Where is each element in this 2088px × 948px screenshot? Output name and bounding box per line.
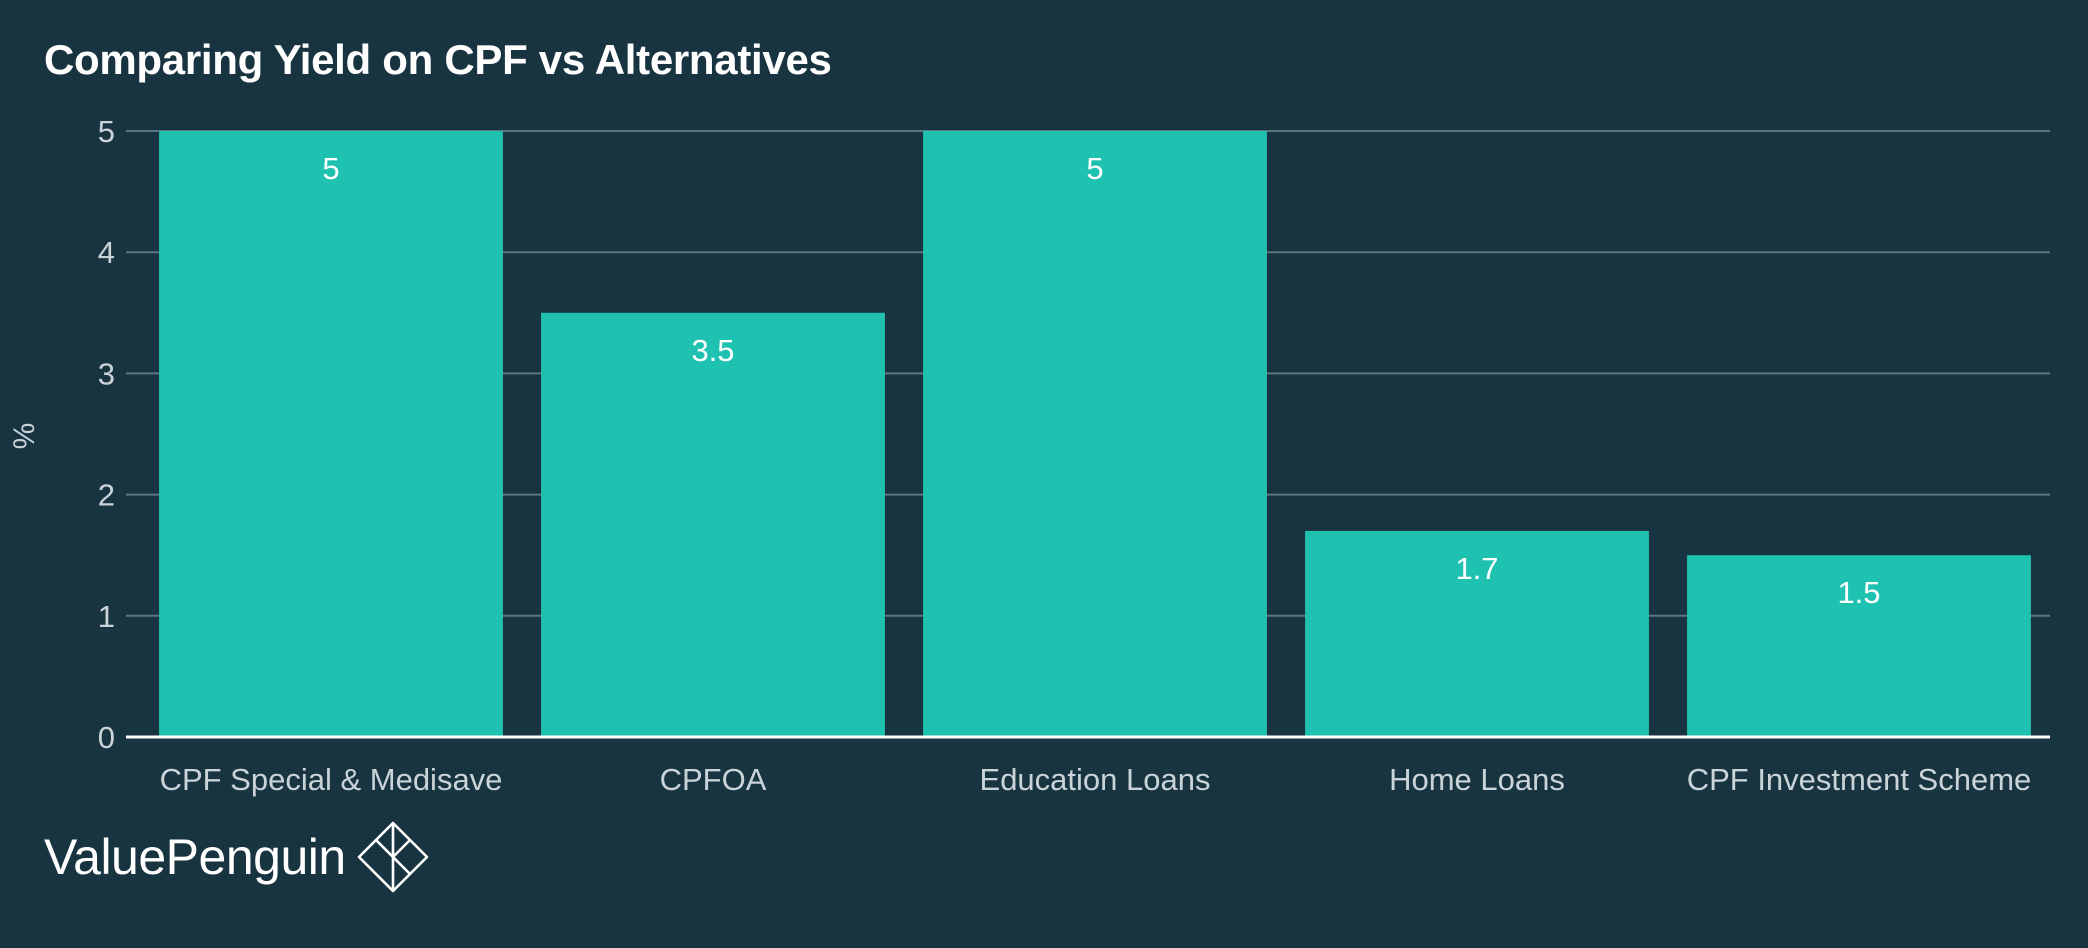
x-tick-label: CPFOA (660, 762, 767, 797)
y-tick-labels: 0 1 2 3 4 5 (98, 114, 115, 755)
y-tick-label: 5 (98, 114, 115, 149)
y-tick-label: 3 (98, 356, 115, 391)
bars (159, 131, 2031, 737)
x-tick-label: CPF Special & Medisave (160, 762, 503, 797)
y-axis-label: % (8, 423, 41, 450)
brand-mark: ValuePenguin (44, 820, 430, 894)
bar (1687, 555, 2031, 737)
x-tick-label: Education Loans (980, 762, 1211, 797)
bar-value-label: 3.5 (691, 333, 734, 368)
bar (159, 131, 503, 737)
chart-title: Comparing Yield on CPF vs Alternatives (44, 36, 832, 83)
y-tick-label: 4 (98, 235, 115, 270)
x-tick-labels: CPF Special & Medisave CPFOA Education Loa… (160, 762, 2032, 797)
y-tick-label: 2 (98, 478, 115, 513)
brand-name: ValuePenguin (44, 829, 346, 885)
x-tick-label: CPF Investment Scheme (1687, 762, 2032, 797)
bar-value-label: 5 (322, 151, 339, 186)
valuepenguin-diamond-icon (357, 821, 428, 893)
y-tick-label: 1 (98, 599, 115, 634)
bar-value-label: 1.5 (1837, 575, 1880, 610)
x-tick-label: Home Loans (1389, 762, 1565, 797)
data-labels: 5 3.5 5 1.7 1.5 (322, 151, 1880, 610)
y-tick-label: 0 (98, 720, 115, 755)
bar (923, 131, 1267, 737)
bar-value-label: 1.7 (1455, 551, 1498, 586)
bar (541, 312, 885, 737)
bar (1305, 530, 1649, 737)
bar-value-label: 5 (1086, 151, 1103, 186)
